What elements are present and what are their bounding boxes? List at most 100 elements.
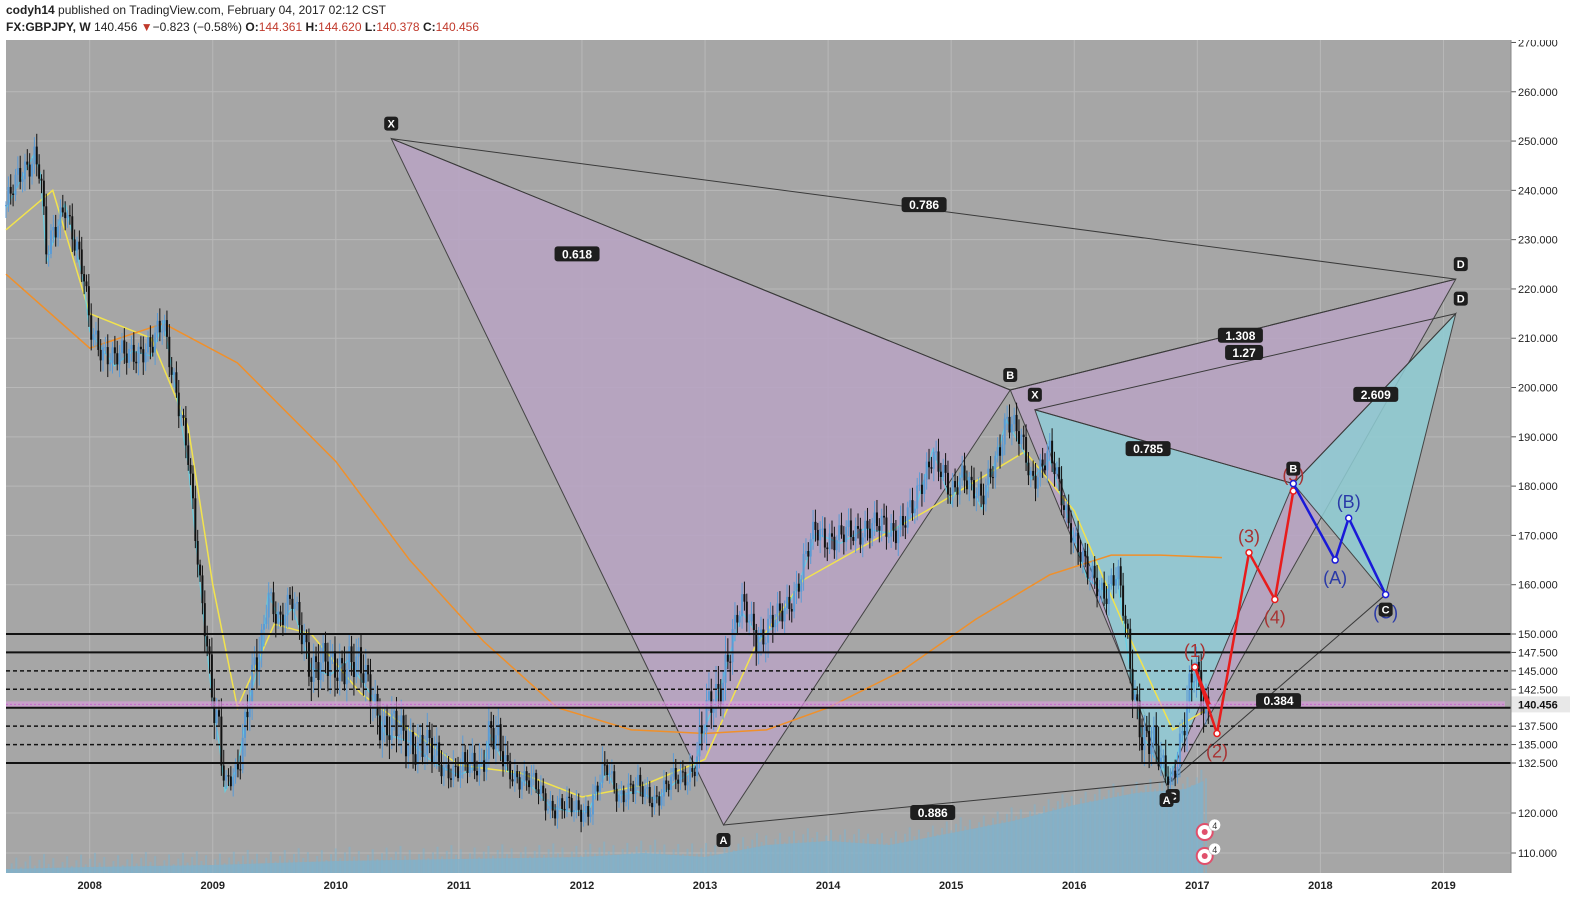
candle-body xyxy=(165,320,168,337)
ratio-box xyxy=(910,805,956,820)
candle-body xyxy=(660,796,663,806)
candle-body xyxy=(218,710,221,717)
volume-bar xyxy=(399,845,402,873)
candle-body xyxy=(511,779,514,782)
elliott-waves[interactable]: (1)(2)(3)(4)(5)(A)(B)(C) xyxy=(1184,465,1398,761)
volume-bar xyxy=(543,854,546,873)
wave-point[interactable] xyxy=(1331,556,1339,564)
wave-line-blue[interactable] xyxy=(1292,483,1387,596)
candle-body xyxy=(345,669,348,685)
candle-body xyxy=(506,755,509,762)
volume-bar xyxy=(468,853,471,873)
candle-body xyxy=(946,472,949,495)
price-tick-label: 210.000 xyxy=(1518,333,1558,345)
candle-body xyxy=(606,765,609,776)
volume-bar xyxy=(218,853,221,873)
candle-body xyxy=(33,146,36,164)
candle-body xyxy=(1032,470,1035,476)
candle-body xyxy=(57,226,60,238)
candle-body xyxy=(544,793,547,811)
volume-bar xyxy=(117,855,120,873)
candle-body xyxy=(762,629,765,645)
volume-bar xyxy=(1084,791,1087,873)
candle-body xyxy=(336,677,339,681)
candle-body xyxy=(646,787,649,789)
candle-body xyxy=(771,614,774,628)
candle-body xyxy=(494,735,497,750)
candle-body xyxy=(367,665,370,675)
candle-body xyxy=(338,658,341,681)
candle-body xyxy=(381,726,384,741)
time-tick-label: 2017 xyxy=(1185,880,1209,892)
candle-body xyxy=(156,320,159,333)
wave-point[interactable] xyxy=(1381,590,1390,599)
price-tick-label: 200.000 xyxy=(1518,383,1558,395)
candle-body xyxy=(182,415,185,419)
volume-bar xyxy=(103,856,106,873)
ratio-box xyxy=(554,246,600,262)
open-label: O: xyxy=(245,20,259,34)
volume-bar xyxy=(1200,769,1203,873)
price-tick-label: 170.000 xyxy=(1518,530,1558,542)
volume-bar xyxy=(644,850,647,873)
candle-body xyxy=(968,476,971,490)
price-axis[interactable]: 270.000 260.000 250.000 240.000 230.000 220.0… xyxy=(1511,40,1570,860)
last-price-tag[interactable] xyxy=(1511,696,1570,713)
candle-body xyxy=(73,239,76,251)
candle-body xyxy=(549,800,552,809)
ratio-box xyxy=(1225,345,1264,361)
harmonic-patterns[interactable] xyxy=(390,137,1457,827)
price-chart[interactable]: (1)(2)(3)(4)(5)(A)(B)(C) XABCD0.6180.786… xyxy=(0,40,1570,898)
candle-body xyxy=(991,477,994,479)
wave-point[interactable] xyxy=(1245,548,1253,557)
candle-body xyxy=(267,592,270,618)
candle-body xyxy=(1062,505,1065,510)
candle-body xyxy=(1003,418,1006,445)
wave-point[interactable] xyxy=(1344,514,1353,522)
wave-point[interactable] xyxy=(1213,729,1221,738)
candle-body xyxy=(715,683,718,710)
candle-body xyxy=(703,731,706,734)
wave-point[interactable] xyxy=(1191,663,1199,671)
candle-body xyxy=(719,688,722,705)
volume-bar xyxy=(473,847,476,873)
volume-bar xyxy=(431,852,434,873)
author-name[interactable]: codyh14 xyxy=(6,3,55,17)
candle-body xyxy=(599,782,602,792)
volume-bar xyxy=(1089,800,1092,873)
time-axis[interactable]: 2008 2009 2010 2011 2012 2013 2014 2015 2016 2017… xyxy=(77,880,1455,892)
candle-body xyxy=(184,418,187,446)
candle-body xyxy=(1112,575,1115,586)
event-markers[interactable]: 44 xyxy=(1195,818,1221,865)
wave-point[interactable] xyxy=(1271,595,1279,604)
volume-bar xyxy=(223,863,226,873)
candle-body xyxy=(509,761,512,780)
volume-bar xyxy=(931,825,934,873)
volume-bar xyxy=(269,851,272,873)
candle-body xyxy=(227,775,230,777)
volume-bar xyxy=(84,864,87,873)
candle-body xyxy=(416,742,419,765)
candle-body xyxy=(435,742,438,756)
volume-bar xyxy=(214,859,217,873)
candle-body xyxy=(1193,681,1196,683)
candle-body xyxy=(852,537,855,541)
wave-line-red[interactable] xyxy=(1193,490,1295,734)
candle-body xyxy=(7,186,10,206)
volume-bar xyxy=(195,851,198,873)
wave-point[interactable] xyxy=(1289,479,1298,488)
volume-bar xyxy=(964,826,967,873)
candle-body xyxy=(878,526,881,531)
price-tick-label: 220.000 xyxy=(1518,284,1558,296)
volume-bar xyxy=(385,847,388,873)
volume-bar xyxy=(311,861,314,873)
candle-body xyxy=(1133,694,1136,700)
volume-bar xyxy=(135,863,138,873)
candle-body xyxy=(478,762,481,776)
horizontal-levels[interactable] xyxy=(6,633,1511,764)
volume-bar xyxy=(737,843,740,873)
volume-bar xyxy=(15,857,18,873)
symbol-label[interactable]: FX:GBPJPY, W xyxy=(6,20,91,34)
candle-body xyxy=(343,663,346,685)
wave-label: (B) xyxy=(1337,492,1361,512)
